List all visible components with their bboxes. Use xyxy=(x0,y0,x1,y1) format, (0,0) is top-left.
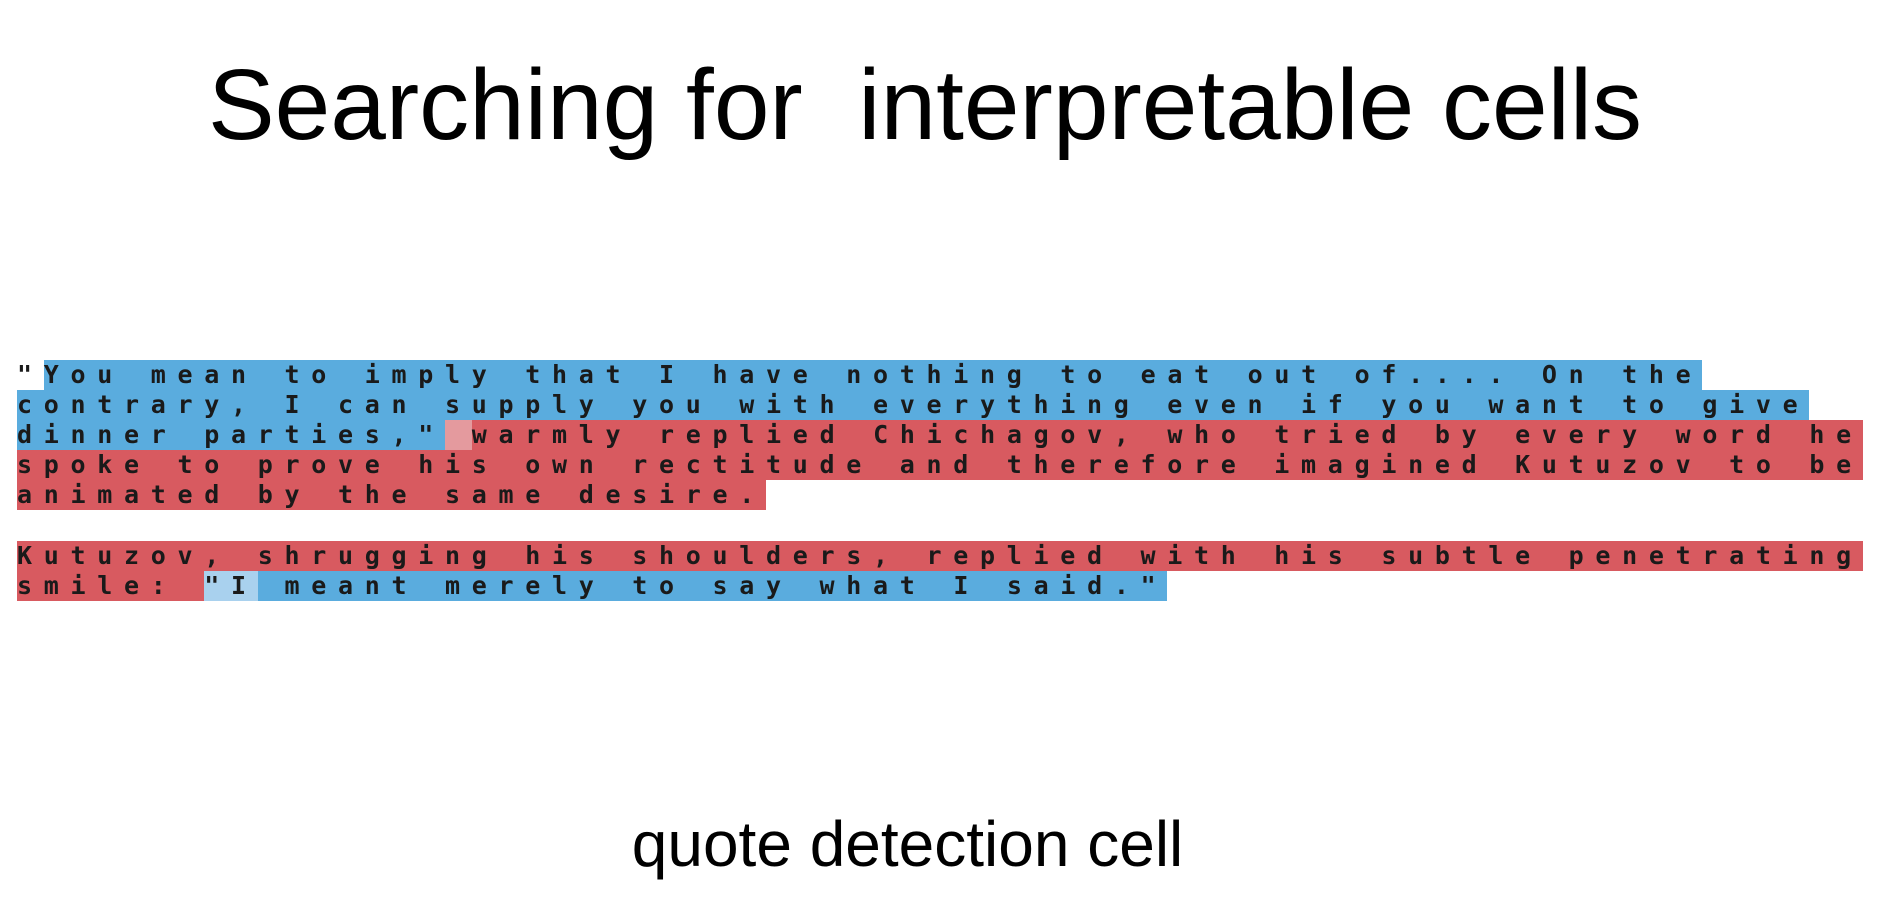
text-segment: Kutuzov, shrugging his shoulders, replie… xyxy=(17,541,1863,571)
text-line: spoke to prove his own rectitude and the… xyxy=(17,450,1877,480)
text-segment: warmly replied Chichagov, who tried by e… xyxy=(471,420,1863,450)
text-segment xyxy=(445,420,472,450)
quote-segment: You mean to imply that I have nothing to… xyxy=(43,360,1703,390)
text-line: contrary, I can supply you with everythi… xyxy=(17,390,1877,420)
text-line: dinner parties," warmly replied Chichago… xyxy=(17,420,1877,450)
text-segment: spoke to prove his own rectitude and the… xyxy=(17,450,1863,480)
cell-activation-visualization: "You mean to imply that I have nothing t… xyxy=(17,360,1877,601)
text-line: smile: "I meant merely to say what I sai… xyxy=(17,571,1877,601)
text-line: "You mean to imply that I have nothing t… xyxy=(17,360,1877,390)
quote-segment: dinner parties," xyxy=(17,420,446,450)
slide-title: Searching for interpretable cells xyxy=(207,49,1643,161)
text-segment: " xyxy=(17,360,44,389)
paragraph-gap xyxy=(17,510,1877,541)
text-segment: animated by the same desire. xyxy=(17,480,767,510)
text-line: animated by the same desire. xyxy=(17,480,1877,510)
text-segment: smile: xyxy=(17,571,205,601)
text-line: Kutuzov, shrugging his shoulders, replie… xyxy=(17,541,1877,571)
figure-caption: quote detection cell xyxy=(631,808,1184,880)
quote-segment: contrary, I can supply you with everythi… xyxy=(17,390,1810,420)
quote-segment: "I xyxy=(204,571,258,601)
quote-segment: meant merely to say what I said." xyxy=(257,571,1168,601)
